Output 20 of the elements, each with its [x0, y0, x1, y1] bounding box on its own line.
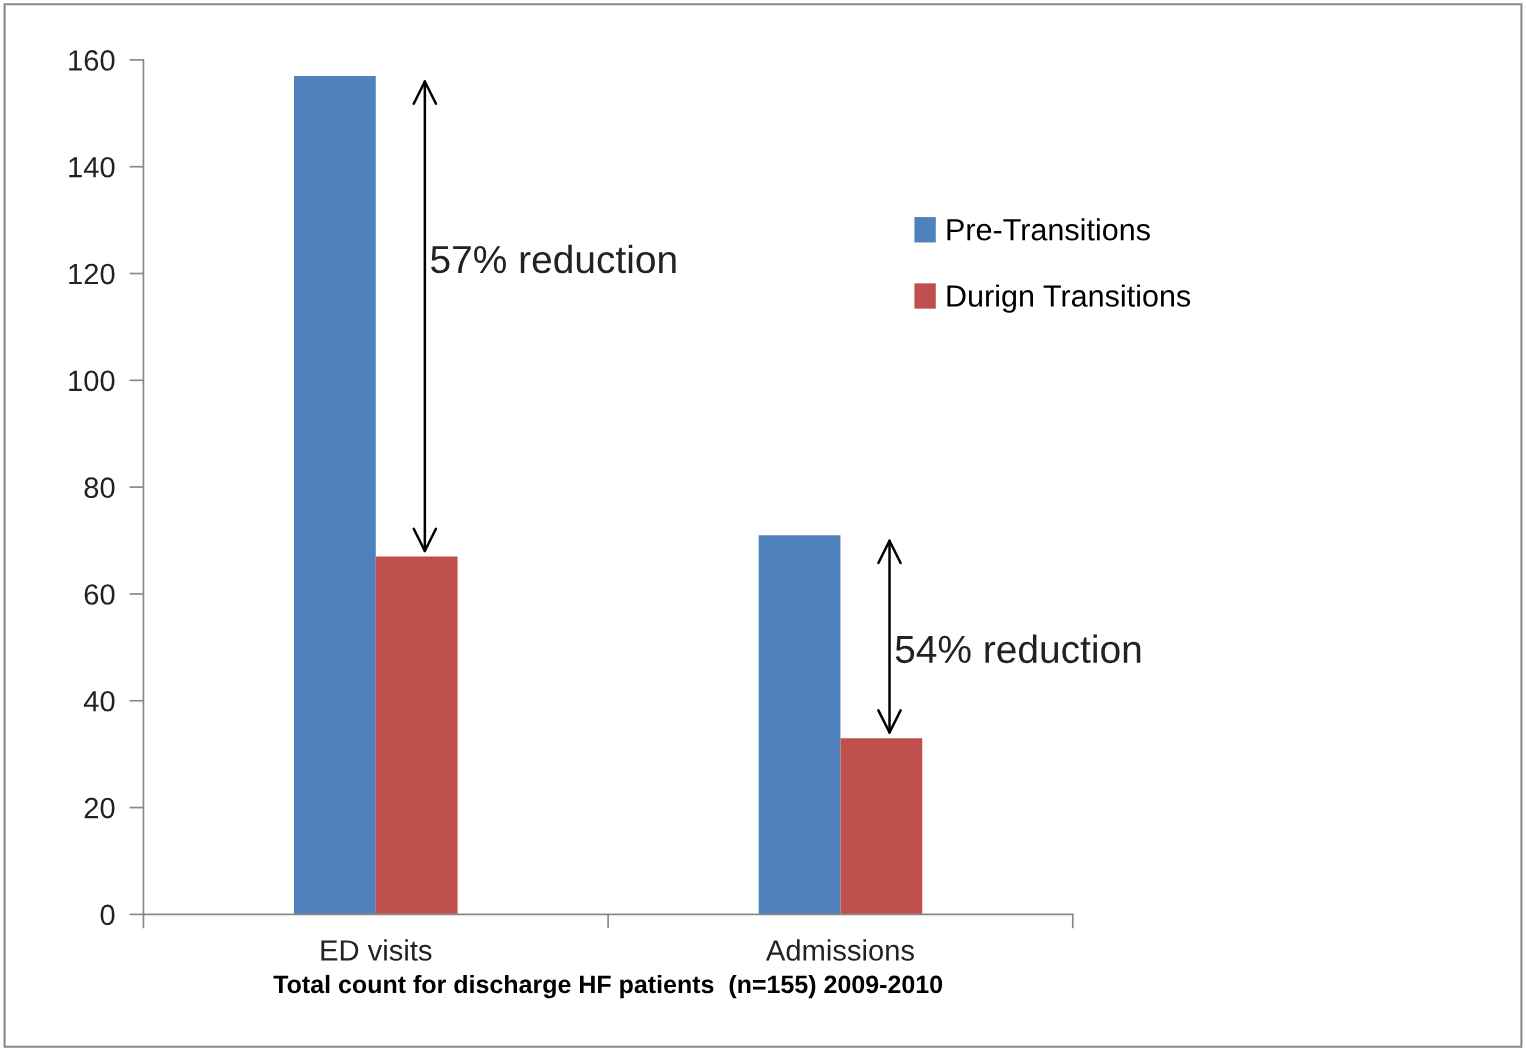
x-tick-label: Admissions	[765, 939, 914, 961]
y-tick-label: 100	[69, 370, 115, 392]
legend-label: Pre-Transitions	[947, 218, 1150, 241]
legend-label: Durign Transitions	[947, 284, 1191, 313]
y-tick-label: 80	[84, 477, 115, 498]
annotation: 57% reduction	[431, 244, 676, 274]
y-tick-label: 140	[69, 156, 115, 178]
y-tick-label: 20	[84, 797, 115, 819]
bar	[840, 738, 923, 915]
y-tick-label: 60	[84, 584, 115, 605]
bar	[294, 75, 376, 915]
bar	[758, 535, 841, 915]
x-axis-title: Total count for discharge HF patients (n=155) 2009-2010	[273, 974, 943, 999]
bar	[375, 556, 458, 915]
y-tick-label: 40	[83, 690, 115, 712]
y-tick-label: 0	[100, 904, 115, 926]
y-tick-label: 160	[69, 50, 115, 71]
x-tick-label: ED visits	[321, 939, 432, 961]
annotation: 54% reduction	[895, 634, 1141, 664]
y-tick-label: 120	[69, 263, 115, 285]
